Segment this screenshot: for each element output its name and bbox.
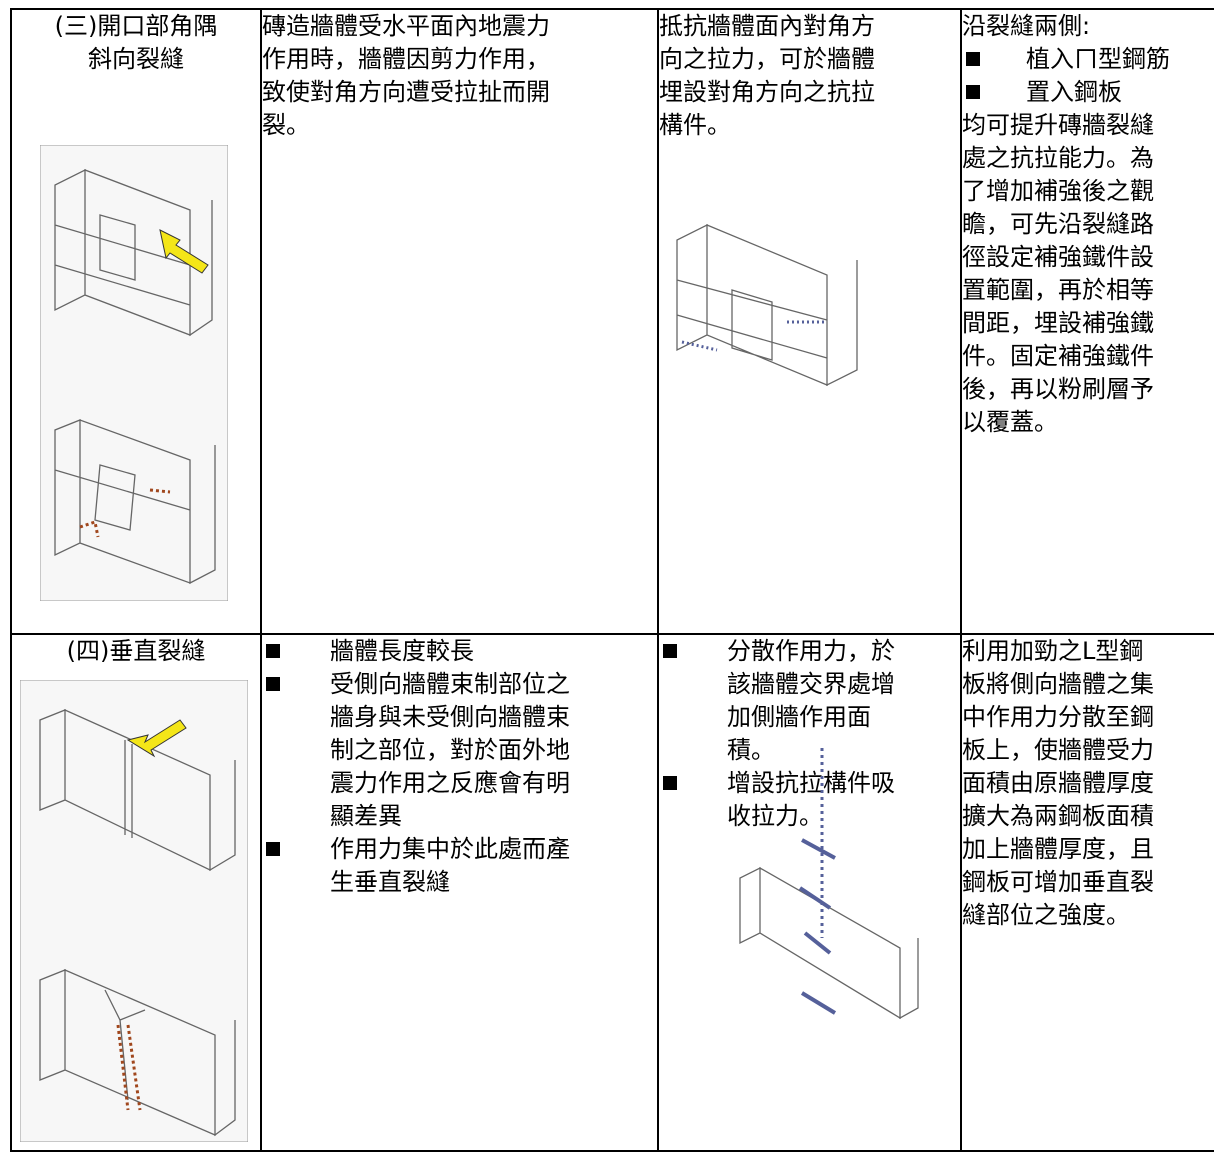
text-line: 置入鋼板 (1026, 78, 1122, 106)
text-line: 縫部位之強度。 (962, 901, 1130, 929)
text-line: 均可提升磚牆裂縫 (962, 111, 1154, 139)
text-line: 收拉力。 (727, 802, 823, 830)
text-line: 後，再以粉刷層予 (962, 375, 1154, 403)
text-line: 板上，使牆體受力 (962, 736, 1154, 764)
bullet (663, 776, 677, 790)
bullet-item: 植入ㄇ型鋼筋 (962, 43, 1214, 76)
text-line: 了增加補強後之觀 (962, 177, 1154, 205)
text-line: 斜向裂縫 (88, 45, 184, 73)
grid-line (10, 8, 1214, 10)
text-line: 加上牆體厚度，且 (962, 835, 1154, 863)
grid-line (960, 8, 962, 1152)
grid-line (657, 8, 659, 1152)
bullet (966, 85, 980, 99)
text-line: 作用力集中於此處而產 (330, 835, 570, 863)
bullet-item: 受側向牆體束制部位之 牆身與未受側向牆體束 制之部位，對於面外地 震力作用之反應會有明… (262, 668, 657, 833)
text-line: 牆身與未受側向牆體束 (330, 703, 570, 731)
text-line: 構件。 (659, 111, 731, 139)
table-cell: 磚造牆體受水平面內地震力 作用時，牆體因剪力作用， 致使對角方向遭受拉扯而開 裂。 (262, 10, 657, 633)
sketch (739, 748, 919, 1020)
text-line: 受側向牆體束制部位之 (330, 670, 570, 698)
text-line: 分散作用力，於 (727, 637, 895, 665)
table-cell: 利用加勁之L型鋼 板將側向牆體之集 中作用力分散至鋼 板上，使牆體受力 面積由原牆體厚度… (962, 635, 1214, 1150)
text-line: 牆體長度較長 (330, 637, 474, 665)
grid-line (260, 8, 262, 1152)
table-cell: (四)垂直裂縫 (12, 635, 260, 1150)
text-line: 裂。 (262, 111, 310, 139)
table-cell: (三)開口部角隅 斜向裂縫 (12, 10, 260, 633)
text-line: 積。 (727, 736, 775, 764)
text-line: 置範圍，再於相等 (962, 276, 1154, 304)
text-line: 中作用力分散至鋼 (962, 703, 1154, 731)
text-line: 加側牆作用面 (727, 703, 871, 731)
text-line: 埋設對角方向之抗拉 (659, 78, 875, 106)
bullet (266, 677, 280, 691)
sketch (20, 680, 248, 1142)
text-line: 板將側向牆體之集 (962, 670, 1154, 698)
text-line: 植入ㄇ型鋼筋 (1026, 45, 1170, 73)
bullet (266, 644, 280, 658)
text-line: 以覆蓋。 (962, 408, 1058, 436)
text-line: 向之拉力，可於牆體 (659, 45, 875, 73)
table-cell: 分散作用力，於 該牆體交界處增 加側牆作用面 積。 增設抗拉構件吸 收拉力。 (659, 635, 960, 1150)
grid-line (10, 633, 1214, 635)
text-line: 制之部位，對於面外地 (330, 736, 570, 764)
grid-line (10, 1150, 1214, 1152)
text-line: 徑設定補強鐵件設 (962, 243, 1154, 271)
text-line: 顯差異 (330, 802, 402, 830)
text-line: 震力作用之反應會有明 (330, 769, 570, 797)
text-line: 沿裂縫兩側: (962, 12, 1091, 40)
text-line: 生垂直裂縫 (330, 868, 450, 896)
bullet (266, 842, 280, 856)
text-line: 增設抗拉構件吸 (727, 769, 895, 797)
text-line: 面積由原牆體厚度 (962, 769, 1154, 797)
bullet-item: 牆體長度較長 (262, 635, 657, 668)
text-line: 利用加勁之L型鋼 (962, 637, 1144, 665)
text-line: 件。固定補強鐵件 (962, 342, 1154, 370)
text-line: 瞻，可先沿裂縫路 (962, 210, 1154, 238)
bullet-item: 分散作用力，於 該牆體交界處增 加側牆作用面 積。 (659, 635, 960, 767)
bullet-item: 置入鋼板 (962, 76, 1214, 109)
sketch (676, 223, 858, 387)
bullet (663, 644, 677, 658)
text-line: 處之抗拉能力。為 (962, 144, 1154, 172)
text-line: 作用時，牆體因剪力作用， (262, 45, 550, 73)
sketch (40, 145, 228, 601)
bullet (966, 52, 980, 66)
bullet-item: 增設抗拉構件吸 收拉力。 (659, 767, 960, 833)
table-cell: 沿裂縫兩側: 植入ㄇ型鋼筋 置入鋼板均可提升磚牆裂縫 處之抗拉能力。為 了增加補強後之觀… (962, 10, 1214, 633)
table-cell: 抵抗牆體面內對角方 向之拉力，可於牆體 埋設對角方向之抗拉 構件。 (659, 10, 960, 633)
bullet-item: 作用力集中於此處而產 生垂直裂縫 (262, 833, 657, 899)
text-line: 該牆體交界處增 (727, 670, 895, 698)
text-line: 鋼板可增加垂直裂 (962, 868, 1154, 896)
text-line: 磚造牆體受水平面內地震力 (262, 12, 550, 40)
text-line: 抵抗牆體面內對角方 (659, 12, 875, 40)
text-line: (三)開口部角隅 (54, 12, 218, 40)
text-line: 擴大為兩鋼板面積 (962, 802, 1154, 830)
text-line: 間距，埋設補強鐵 (962, 309, 1154, 337)
grid-line (10, 8, 12, 1152)
table-cell: 牆體長度較長受側向牆體束制部位之 牆身與未受側向牆體束 制之部位，對於面外地 震力作用… (262, 635, 657, 1150)
text-line: (四)垂直裂縫 (66, 637, 206, 665)
text-line: 致使對角方向遭受拉扯而開 (262, 78, 550, 106)
